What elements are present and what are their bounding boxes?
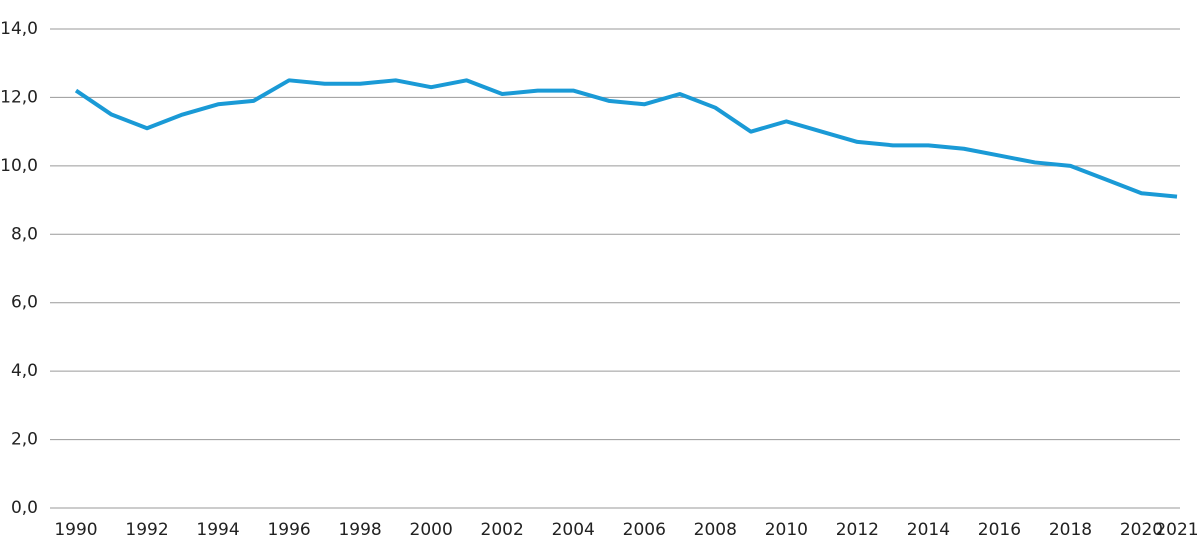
x-tick-label: 2020 — [1120, 520, 1163, 540]
x-tick-label: 2021 — [1155, 520, 1198, 540]
y-tick-label: 10,0 — [0, 156, 38, 176]
x-tick-label: 2006 — [623, 520, 666, 540]
y-tick-label: 6,0 — [11, 293, 38, 313]
x-tick-label: 1990 — [54, 520, 97, 540]
x-tick-label: 2004 — [552, 520, 595, 540]
y-tick-label: 14,0 — [0, 19, 38, 39]
x-tick-label: 2000 — [410, 520, 453, 540]
y-tick-label: 12,0 — [0, 87, 38, 107]
x-tick-label: 1998 — [338, 520, 381, 540]
x-tick-label: 2012 — [836, 520, 879, 540]
data-line — [74, 78, 1178, 199]
y-tick-label: 4,0 — [11, 361, 38, 381]
y-tick-label: 2,0 — [11, 430, 38, 450]
x-tick-label: 1996 — [267, 520, 310, 540]
y-tick-label: 8,0 — [11, 224, 38, 244]
x-tick-label: 2018 — [1049, 520, 1092, 540]
x-tick-label: 2010 — [765, 520, 808, 540]
x-tick-label: 2014 — [907, 520, 950, 540]
x-tick-label: 2002 — [481, 520, 524, 540]
x-tick-label: 2008 — [694, 520, 737, 540]
x-tick-label: 1994 — [196, 520, 239, 540]
y-tick-label: 0,0 — [11, 498, 38, 518]
x-tick-label: 1992 — [125, 520, 168, 540]
x-tick-label: 2016 — [978, 520, 1021, 540]
